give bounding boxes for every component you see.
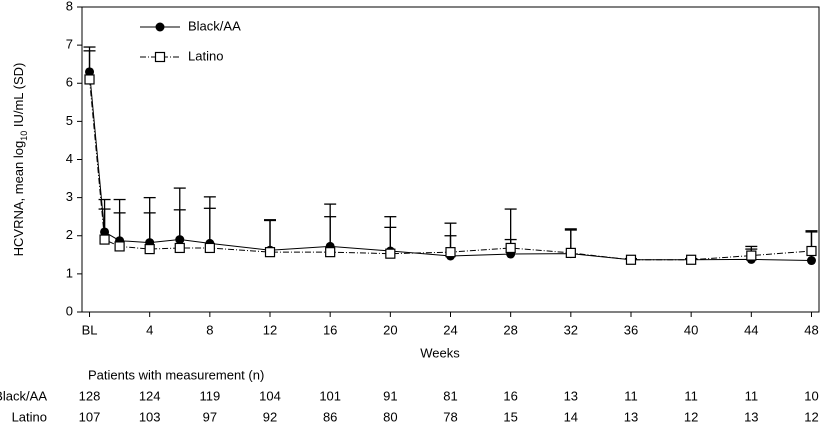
y-tick-label: 4 <box>66 151 73 166</box>
x-tick-label: 4 <box>146 322 153 337</box>
table-cell: 12 <box>684 409 698 424</box>
point <box>175 235 185 245</box>
x-tick-label: 24 <box>443 322 457 337</box>
table-cell: 97 <box>203 409 217 424</box>
y-axis-label: HCVRNA, mean log10 IU/mL (SD) <box>11 63 29 257</box>
point <box>505 242 516 254</box>
table-cell: 80 <box>383 409 397 424</box>
point <box>114 241 125 252</box>
x-tick-label: 36 <box>624 322 638 337</box>
point <box>99 234 110 245</box>
table-cell: 81 <box>443 388 457 403</box>
table-cell: 14 <box>564 409 578 424</box>
table-cell: 11 <box>745 388 759 403</box>
point <box>204 242 215 254</box>
table-cell: 91 <box>383 388 397 403</box>
point <box>385 248 396 259</box>
legend-marker <box>154 51 166 63</box>
table-row-label: Latino <box>12 409 47 424</box>
x-tick-label: 44 <box>744 322 758 337</box>
x-tick-label: 20 <box>383 322 397 337</box>
y-axis-label-part: IU/mL (SD) <box>11 63 26 131</box>
point <box>625 254 637 265</box>
y-tick-label: 5 <box>66 113 73 128</box>
table-cell: 13 <box>744 409 758 424</box>
point <box>746 250 757 261</box>
table-cell: 13 <box>564 388 578 403</box>
point <box>445 247 456 258</box>
y-axis-label-part: HCVRNA, mean log <box>11 141 26 257</box>
x-tick-label: 8 <box>206 322 213 337</box>
y-tick-label: 2 <box>66 227 73 242</box>
y-tick-label: 7 <box>66 37 73 52</box>
point <box>100 227 110 237</box>
point <box>806 245 817 257</box>
table-cell: 101 <box>319 388 341 403</box>
table-cell: 13 <box>624 409 638 424</box>
x-axis-label: Weeks <box>420 345 460 360</box>
table-row-label: Black/AA <box>0 388 47 403</box>
y-tick-label: 6 <box>66 75 73 90</box>
legend-marker <box>155 22 165 32</box>
x-tick-label: 48 <box>804 322 818 337</box>
point <box>325 247 336 258</box>
table-cell: 11 <box>684 388 698 403</box>
y-tick-label: 8 <box>66 0 73 13</box>
table-cell: 124 <box>139 388 161 403</box>
table-cell: 10 <box>804 388 818 403</box>
x-tick-label: 32 <box>564 322 578 337</box>
x-tick-label: 28 <box>503 322 517 337</box>
point <box>84 74 95 85</box>
y-tick-label: 1 <box>66 265 73 280</box>
table-cell: 103 <box>139 409 161 424</box>
point <box>686 254 697 265</box>
table-cell: 119 <box>199 388 220 403</box>
table-cell: 86 <box>323 409 337 424</box>
table-cell: 78 <box>443 409 457 424</box>
table-cell: 104 <box>259 388 281 403</box>
table-cell: 92 <box>263 409 277 424</box>
x-tick-label: 12 <box>263 322 277 337</box>
x-tick-label: 16 <box>323 322 337 337</box>
point <box>144 243 155 255</box>
table-cell: 128 <box>79 388 101 403</box>
table-cell: 11 <box>624 388 638 403</box>
table-cell: 16 <box>503 388 517 403</box>
table-cell: 15 <box>503 409 517 424</box>
point <box>806 256 816 266</box>
table-cell: 107 <box>79 409 101 424</box>
point <box>565 247 576 259</box>
table-cell: 12 <box>804 409 818 424</box>
x-tick-label: BL <box>82 322 98 337</box>
x-tick-label: 40 <box>684 322 698 337</box>
table-title: Patients with measurement (n) <box>88 367 264 382</box>
series-line <box>89 79 812 261</box>
y-tick-label: 3 <box>66 189 73 204</box>
y-axis-label-part: 10 <box>19 131 29 141</box>
point <box>85 67 95 77</box>
legend-label: Black/AA <box>188 18 241 33</box>
point <box>264 247 276 258</box>
point <box>174 242 185 254</box>
y-tick-label: 0 <box>66 303 73 318</box>
legend-label: Latino <box>188 48 223 63</box>
